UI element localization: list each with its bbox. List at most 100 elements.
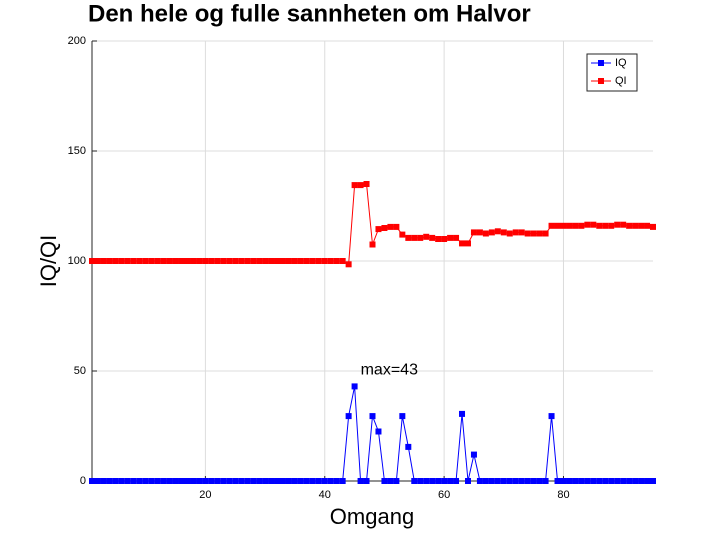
data-point <box>560 478 567 484</box>
data-point <box>112 478 119 484</box>
data-point <box>638 478 645 484</box>
data-point <box>172 478 179 484</box>
data-point <box>411 478 418 484</box>
data-point <box>297 258 304 264</box>
data-point <box>363 478 370 484</box>
data-point <box>160 478 167 484</box>
data-point <box>297 478 304 484</box>
data-point <box>345 413 352 420</box>
data-point <box>626 222 633 229</box>
data-point <box>590 478 597 484</box>
data-point <box>464 240 471 247</box>
data-point <box>274 258 281 264</box>
data-point <box>178 478 185 484</box>
data-point <box>279 258 286 264</box>
data-point <box>315 478 322 484</box>
data-point <box>327 478 334 484</box>
data-point <box>291 258 298 264</box>
data-point <box>470 229 477 236</box>
data-point <box>506 478 513 484</box>
data-point <box>363 181 370 187</box>
data-point <box>339 478 346 484</box>
data-point <box>644 222 651 229</box>
data-point <box>470 451 477 458</box>
data-point <box>351 182 358 189</box>
data-point <box>351 383 358 390</box>
data-point <box>632 222 639 229</box>
data-point <box>321 258 328 264</box>
data-point <box>154 258 161 264</box>
data-point <box>166 478 173 484</box>
data-point <box>411 234 418 241</box>
data-point <box>518 229 525 236</box>
data-point <box>100 258 107 264</box>
data-point <box>190 258 197 264</box>
data-point <box>459 240 466 247</box>
data-point <box>160 258 167 264</box>
data-point <box>488 478 495 484</box>
data-point <box>196 478 203 484</box>
data-point <box>220 258 227 264</box>
data-point <box>333 478 340 484</box>
data-point <box>369 413 376 420</box>
data-point <box>453 234 460 241</box>
data-point <box>578 478 585 484</box>
data-point <box>417 478 424 484</box>
data-point <box>124 258 131 264</box>
data-point <box>423 233 430 240</box>
data-point <box>369 241 376 248</box>
data-point <box>184 478 191 484</box>
y-tick-label: 0 <box>80 475 86 487</box>
data-point <box>566 478 573 484</box>
data-point <box>136 258 143 264</box>
data-point <box>244 258 251 264</box>
data-point <box>136 478 143 484</box>
data-point <box>375 226 382 233</box>
data-point <box>142 478 149 484</box>
data-point <box>268 258 275 264</box>
data-point <box>232 478 239 484</box>
data-point <box>148 478 155 484</box>
data-point <box>238 258 245 264</box>
data-point <box>381 478 388 484</box>
data-point <box>518 478 525 484</box>
data-point <box>548 222 555 229</box>
y-tick-label: 100 <box>68 255 86 267</box>
data-point <box>274 478 281 484</box>
annotation: max=43 <box>361 362 418 379</box>
data-point <box>632 478 639 484</box>
data-point <box>226 478 233 484</box>
data-point <box>435 478 442 484</box>
data-point <box>429 234 436 241</box>
data-point <box>232 258 239 264</box>
data-point <box>602 222 609 229</box>
x-tick-label: 60 <box>438 489 450 501</box>
data-point <box>536 478 543 484</box>
data-point <box>321 478 328 484</box>
data-point <box>89 258 95 264</box>
data-point <box>447 234 454 241</box>
data-point <box>488 229 495 236</box>
data-point <box>309 258 316 264</box>
data-point <box>399 231 406 238</box>
data-point <box>118 478 125 484</box>
data-point <box>106 478 113 484</box>
data-point <box>178 258 185 264</box>
data-point <box>566 222 573 229</box>
data-point <box>512 229 519 236</box>
data-point <box>89 478 95 484</box>
chart-title: Den hele og fulle sannheten om Halvor <box>88 0 531 27</box>
data-point <box>268 478 275 484</box>
data-point <box>476 229 483 236</box>
data-point <box>494 228 501 235</box>
data-point <box>154 478 161 484</box>
data-point <box>494 478 501 484</box>
data-point <box>626 478 633 484</box>
data-point <box>482 478 489 484</box>
data-point <box>602 478 609 484</box>
data-point <box>190 478 197 484</box>
x-tick-label: 80 <box>557 489 569 501</box>
data-point <box>548 413 555 420</box>
data-point <box>447 478 454 484</box>
data-point <box>596 222 603 229</box>
